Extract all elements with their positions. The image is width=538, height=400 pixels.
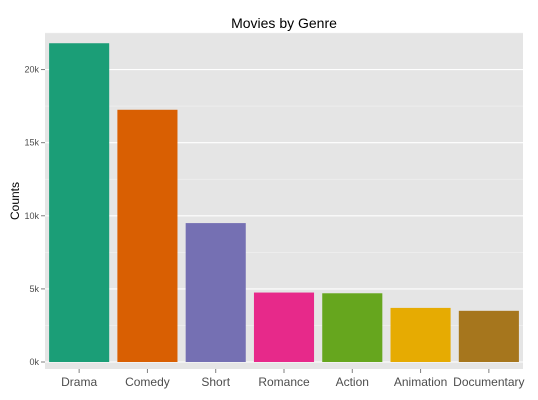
y-axis-ticks: 0k 5k 10k 15k 20k bbox=[24, 65, 45, 367]
bar-drama bbox=[49, 43, 110, 362]
x-axis-ticks: Drama Comedy Short Romance Action Animation Do… bbox=[61, 369, 525, 389]
y-tick-label: 10k bbox=[24, 211, 39, 221]
bar-action bbox=[322, 293, 383, 362]
bars bbox=[49, 43, 519, 363]
y-tick-label: 0k bbox=[29, 357, 39, 367]
x-tick-label-comedy: Comedy bbox=[125, 375, 170, 389]
x-tick-label-short: Short bbox=[201, 375, 230, 389]
y-tick-label: 15k bbox=[24, 138, 39, 148]
y-tick-label: 5k bbox=[29, 284, 39, 294]
bar-comedy bbox=[117, 109, 178, 363]
y-tick-label: 20k bbox=[24, 65, 39, 75]
x-tick-label-drama: Drama bbox=[61, 375, 97, 389]
bar-animation bbox=[390, 307, 451, 362]
x-tick-label-action: Action bbox=[336, 375, 369, 389]
bar-short bbox=[185, 223, 246, 362]
bar-documentary bbox=[458, 310, 519, 362]
y-axis-label: Counts bbox=[8, 182, 22, 220]
chart-title: Movies by Genre bbox=[231, 15, 337, 31]
bar-romance bbox=[253, 292, 315, 362]
x-tick-label-documentary: Documentary bbox=[453, 375, 524, 389]
x-tick-label-animation: Animation bbox=[394, 375, 447, 389]
x-tick-label-romance: Romance bbox=[258, 375, 310, 389]
